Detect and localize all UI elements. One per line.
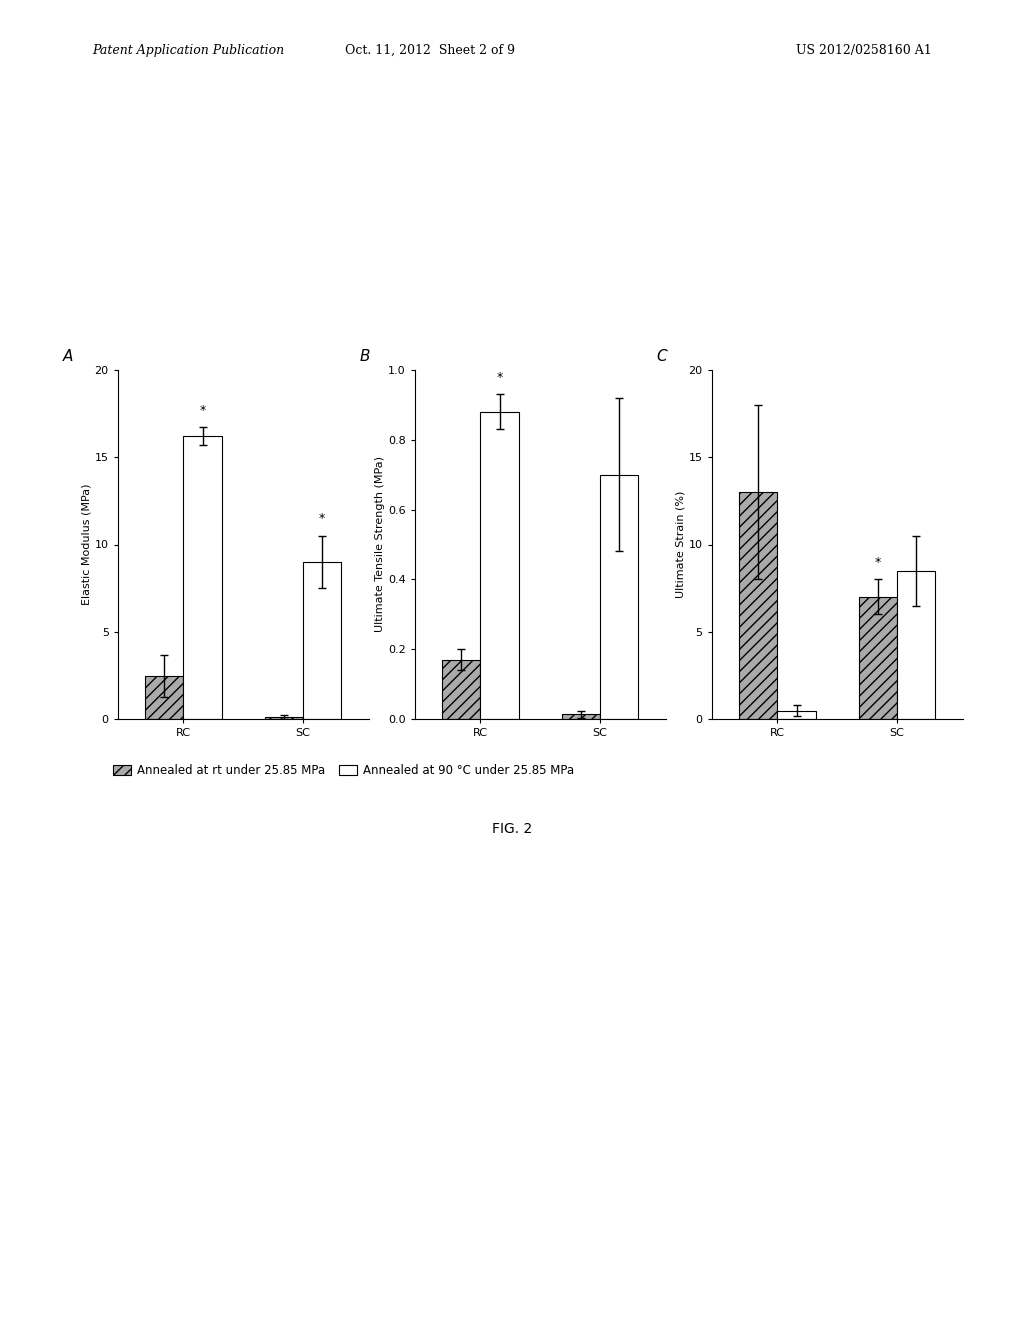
- Bar: [739, 492, 777, 719]
- Bar: [303, 562, 341, 719]
- Bar: [777, 710, 815, 719]
- Bar: [858, 597, 897, 719]
- Text: *: *: [497, 371, 503, 384]
- Bar: [600, 474, 638, 719]
- Text: US 2012/0258160 A1: US 2012/0258160 A1: [796, 44, 932, 57]
- Bar: [561, 714, 600, 719]
- Bar: [897, 570, 935, 719]
- Text: *: *: [874, 556, 881, 569]
- Y-axis label: Ultimate Strain (%): Ultimate Strain (%): [676, 491, 686, 598]
- Text: A: A: [62, 348, 73, 363]
- Bar: [145, 676, 183, 719]
- Bar: [442, 660, 480, 719]
- Text: *: *: [200, 404, 206, 417]
- Text: B: B: [359, 348, 370, 363]
- Y-axis label: Elastic Modulus (MPa): Elastic Modulus (MPa): [82, 483, 92, 606]
- Text: *: *: [318, 512, 326, 525]
- Y-axis label: Ultimate Tensile Strength (MPa): Ultimate Tensile Strength (MPa): [375, 457, 385, 632]
- Text: Patent Application Publication: Patent Application Publication: [92, 44, 285, 57]
- Text: Oct. 11, 2012  Sheet 2 of 9: Oct. 11, 2012 Sheet 2 of 9: [345, 44, 515, 57]
- Bar: [480, 412, 518, 719]
- Text: FIG. 2: FIG. 2: [492, 822, 532, 837]
- Bar: [183, 436, 221, 719]
- Text: C: C: [656, 348, 667, 363]
- Legend: Annealed at rt under 25.85 MPa, Annealed at 90 °C under 25.85 MPa: Annealed at rt under 25.85 MPa, Annealed…: [114, 764, 574, 777]
- Bar: [264, 717, 303, 719]
